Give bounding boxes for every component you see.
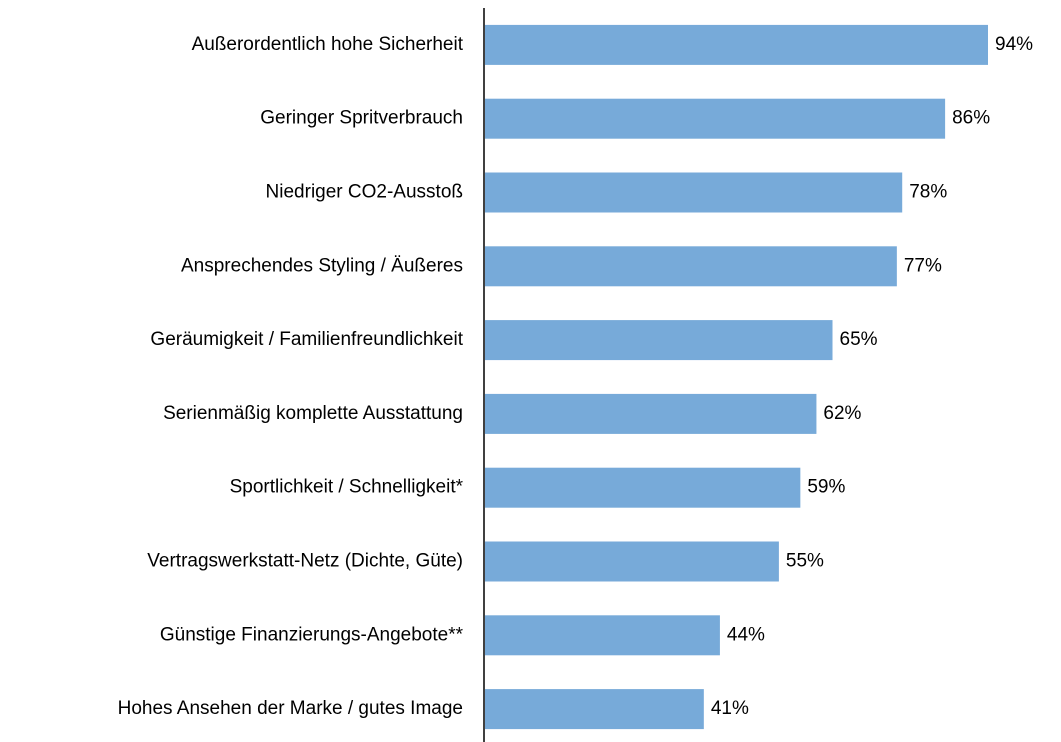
category-label: Sportlichkeit / Schnelligkeit* xyxy=(230,477,464,498)
category-label: Geräumigkeit / Familienfreundlichkeit xyxy=(150,329,463,350)
value-label: 65% xyxy=(840,329,878,350)
value-label: 86% xyxy=(952,108,990,129)
category-label: Serienmäßig komplette Ausstattung xyxy=(163,403,463,424)
category-label: Hohes Ansehen der Marke / gutes Image xyxy=(118,698,463,719)
bar xyxy=(485,467,801,508)
category-label: Vertragswerkstatt-Netz (Dichte, Güte) xyxy=(147,551,463,572)
value-label: 59% xyxy=(807,477,845,498)
bar xyxy=(485,320,833,361)
value-label: 44% xyxy=(727,624,765,645)
bar xyxy=(485,98,946,139)
value-label: 77% xyxy=(904,255,942,276)
bar xyxy=(485,615,720,656)
category-label: Günstige Finanzierungs-Angebote** xyxy=(160,624,464,645)
category-label: Niedriger CO2-Ausstoß xyxy=(266,182,463,203)
value-label: 62% xyxy=(823,403,861,424)
value-label: 41% xyxy=(711,698,749,719)
bar xyxy=(485,24,988,65)
value-label: 94% xyxy=(995,34,1033,55)
category-label: Außerordentlich hohe Sicherheit xyxy=(192,34,464,55)
bar xyxy=(485,393,817,434)
category-label: Geringer Spritverbrauch xyxy=(260,108,463,129)
bar xyxy=(485,689,704,730)
value-label: 78% xyxy=(909,182,947,203)
value-label: 55% xyxy=(786,551,824,572)
bar xyxy=(485,246,897,287)
bar xyxy=(485,172,903,213)
bar xyxy=(485,541,779,582)
category-label: Ansprechendes Styling / Äußeres xyxy=(181,255,463,276)
